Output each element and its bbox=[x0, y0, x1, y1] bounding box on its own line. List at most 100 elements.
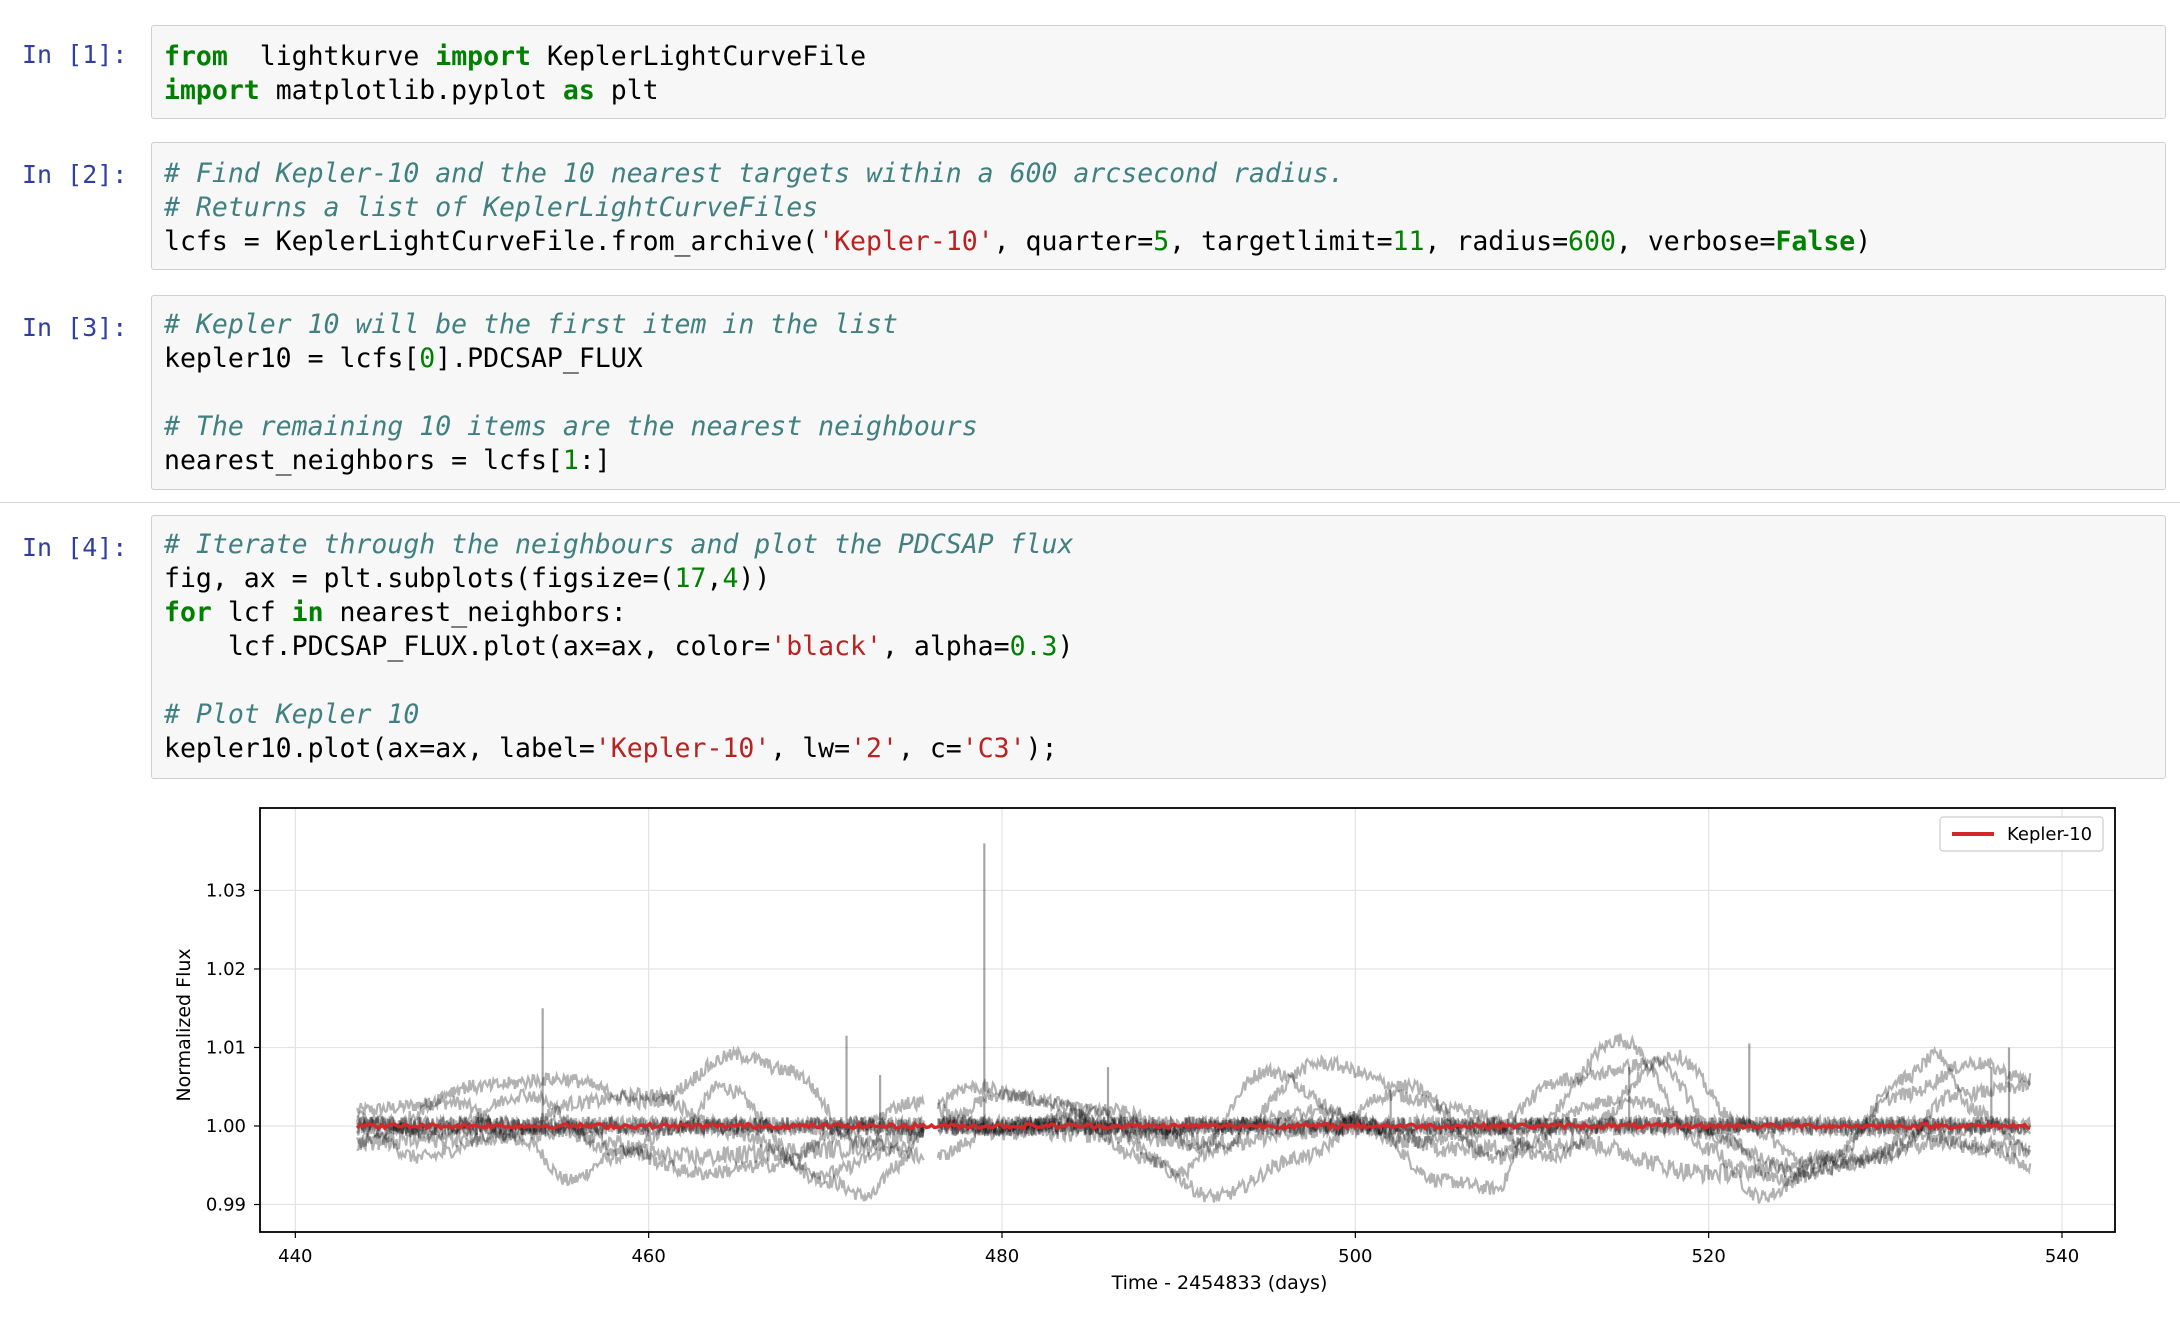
code-token: lcf.PDCSAP_FLUX.plot(ax=ax, color= bbox=[164, 631, 771, 662]
legend: Kepler-10 bbox=[1939, 816, 2104, 852]
neighbor-series bbox=[356, 843, 2032, 1204]
x-tick-label: 500 bbox=[1338, 1246, 1372, 1267]
cell-prompt: In [4]: bbox=[22, 533, 128, 562]
kepler-10-line bbox=[355, 1120, 2031, 1132]
code-input-area[interactable]: from lightkurve import KeplerLightCurveF… bbox=[151, 25, 2166, 119]
y-tick-label: 1.03 bbox=[206, 880, 246, 901]
code-editor[interactable]: from lightkurve import KeplerLightCurveF… bbox=[164, 40, 866, 108]
code-token: 11 bbox=[1392, 226, 1425, 257]
kepler-10-series bbox=[355, 1120, 2031, 1132]
code-line[interactable]: # Kepler 10 will be the first item in th… bbox=[164, 308, 978, 342]
cell-prompt: In [1]: bbox=[22, 40, 128, 69]
code-line[interactable]: kepler10.plot(ax=ax, label='Kepler-10', … bbox=[164, 732, 1073, 766]
code-token: fig, ax = plt.subplots(figsize=( bbox=[164, 563, 675, 594]
code-token: 5 bbox=[1153, 226, 1170, 257]
cell-output-plot: 440 460 480 500 520 540 0.99 1.00 1.01 1.02 1.03 … bbox=[150, 790, 2150, 1314]
code-token: plt bbox=[594, 75, 659, 106]
code-token: # Find Kepler-10 and the 10 nearest targ… bbox=[164, 158, 1345, 189]
code-token: # Plot Kepler 10 bbox=[164, 699, 420, 730]
code-line[interactable]: from lightkurve import KeplerLightCurveF… bbox=[164, 40, 866, 74]
code-cell-4[interactable]: In [4]: # Iterate through the neighbours… bbox=[0, 515, 2180, 785]
code-line[interactable] bbox=[164, 376, 978, 410]
code-token: , lw= bbox=[770, 733, 851, 764]
code-token: nearest_neighbors: bbox=[323, 597, 627, 628]
code-line[interactable]: lcf.PDCSAP_FLUX.plot(ax=ax, color='black… bbox=[164, 630, 1074, 664]
code-line[interactable] bbox=[164, 664, 1073, 698]
code-line[interactable]: lcfs = KeplerLightCurveFile.from_archive… bbox=[164, 225, 1871, 259]
code-token: # Iterate through the neighbours and plo… bbox=[164, 529, 1074, 560]
code-input-area[interactable]: # Iterate through the neighbours and plo… bbox=[151, 515, 2166, 779]
code-line[interactable]: for lcf in nearest_neighbors: bbox=[164, 596, 1073, 630]
code-token: # Kepler 10 will be the first item in th… bbox=[164, 309, 898, 340]
y-tick-label: 1.00 bbox=[206, 1116, 246, 1137]
code-token: import bbox=[164, 75, 260, 106]
x-tick-label: 480 bbox=[985, 1246, 1019, 1267]
axes bbox=[259, 807, 2116, 1233]
code-token: :] bbox=[578, 445, 611, 476]
code-token: False bbox=[1775, 226, 1856, 257]
code-token: # Returns a list of KeplerLightCurveFile… bbox=[164, 192, 819, 223]
code-line[interactable]: import matplotlib.pyplot as plt bbox=[164, 74, 866, 108]
code-token: 1 bbox=[562, 445, 579, 476]
code-token: # The remaining 10 items are the nearest… bbox=[164, 411, 978, 442]
y-tick-label: 1.01 bbox=[206, 1037, 246, 1058]
code-token: ].PDCSAP_FLUX bbox=[435, 343, 643, 374]
code-token: 'Kepler-10' bbox=[594, 733, 771, 764]
code-token: 'black' bbox=[770, 631, 882, 662]
code-token: as bbox=[562, 75, 595, 106]
code-token: '2' bbox=[850, 733, 898, 764]
code-line[interactable]: fig, ax = plt.subplots(figsize=(17,4)) bbox=[164, 562, 1073, 596]
code-token: 4 bbox=[722, 563, 739, 594]
code-token: 0 bbox=[419, 343, 436, 374]
x-tick-label: 540 bbox=[2045, 1246, 2079, 1267]
code-token: , verbose= bbox=[1615, 226, 1776, 257]
code-line[interactable]: nearest_neighbors = lcfs[1:] bbox=[164, 444, 978, 478]
cell-selection-divider bbox=[0, 502, 2180, 503]
code-line[interactable]: # Find Kepler-10 and the 10 nearest targ… bbox=[164, 157, 1871, 191]
cell-prompt: In [2]: bbox=[22, 160, 128, 189]
x-tick-label: 440 bbox=[278, 1246, 312, 1267]
code-token: import bbox=[435, 41, 531, 72]
code-input-area[interactable]: # Kepler 10 will be the first item in th… bbox=[151, 295, 2166, 490]
cell-prompt: In [3]: bbox=[22, 313, 128, 342]
code-token: for bbox=[164, 597, 212, 628]
code-cell-3[interactable]: In [3]: # Kepler 10 will be the first it… bbox=[0, 295, 2180, 495]
code-token: 17 bbox=[674, 563, 707, 594]
code-editor[interactable]: # Iterate through the neighbours and plo… bbox=[164, 528, 1073, 766]
code-token: matplotlib.pyplot bbox=[259, 75, 563, 106]
plot-frame bbox=[259, 807, 2116, 1233]
code-token: 600 bbox=[1568, 226, 1616, 257]
code-editor[interactable]: # Find Kepler-10 and the 10 nearest targ… bbox=[164, 157, 1871, 259]
y-tick-label: 0.99 bbox=[206, 1195, 246, 1216]
code-cell-1[interactable]: In [1]: from lightkurve import KeplerLig… bbox=[0, 20, 2180, 120]
code-token: lcfs = KeplerLightCurveFile.from_archive… bbox=[164, 226, 819, 257]
code-token: ) bbox=[1855, 226, 1872, 257]
neighbor-line bbox=[356, 1076, 2032, 1203]
code-line[interactable]: # Iterate through the neighbours and plo… bbox=[164, 528, 1073, 562]
code-token: ); bbox=[1025, 733, 1058, 764]
code-token: kepler10.plot(ax=ax, label= bbox=[164, 733, 595, 764]
code-cell-2[interactable]: In [2]: # Find Kepler-10 and the 10 near… bbox=[0, 140, 2180, 275]
code-token: from bbox=[164, 41, 228, 72]
code-line[interactable]: # Plot Kepler 10 bbox=[164, 698, 1073, 732]
code-line[interactable]: # Returns a list of KeplerLightCurveFile… bbox=[164, 191, 1871, 225]
code-editor[interactable]: # Kepler 10 will be the first item in th… bbox=[164, 308, 978, 478]
x-tick-labels: 440 460 480 500 520 540 bbox=[278, 1232, 2079, 1267]
code-token: 'Kepler-10' bbox=[818, 226, 994, 257]
code-token: , alpha= bbox=[881, 631, 1010, 662]
code-token: , targetlimit= bbox=[1169, 226, 1393, 257]
y-tick-label: 1.02 bbox=[206, 959, 246, 980]
code-line[interactable]: kepler10 = lcfs[0].PDCSAP_FLUX bbox=[164, 342, 978, 376]
light-curve-chart: 440 460 480 500 520 540 0.991.001.011.021.03 … bbox=[173, 807, 2116, 1294]
code-token: , c= bbox=[897, 733, 962, 764]
code-token: )) bbox=[738, 563, 771, 594]
legend-label-kepler-10: Kepler-10 bbox=[2007, 824, 2092, 845]
code-token: 'C3' bbox=[961, 733, 1026, 764]
y-tick-labels: 0.99 1.00 1.01 1.02 1.03 bbox=[206, 880, 260, 1216]
code-input-area[interactable]: # Find Kepler-10 and the 10 nearest targ… bbox=[151, 142, 2166, 270]
x-tick-label: 520 bbox=[1691, 1246, 1725, 1267]
code-token: lightkurve bbox=[227, 41, 436, 72]
code-token: KeplerLightCurveFile bbox=[530, 41, 867, 72]
code-line[interactable]: # The remaining 10 items are the nearest… bbox=[164, 410, 978, 444]
code-token: kepler10 = lcfs[ bbox=[164, 343, 420, 374]
